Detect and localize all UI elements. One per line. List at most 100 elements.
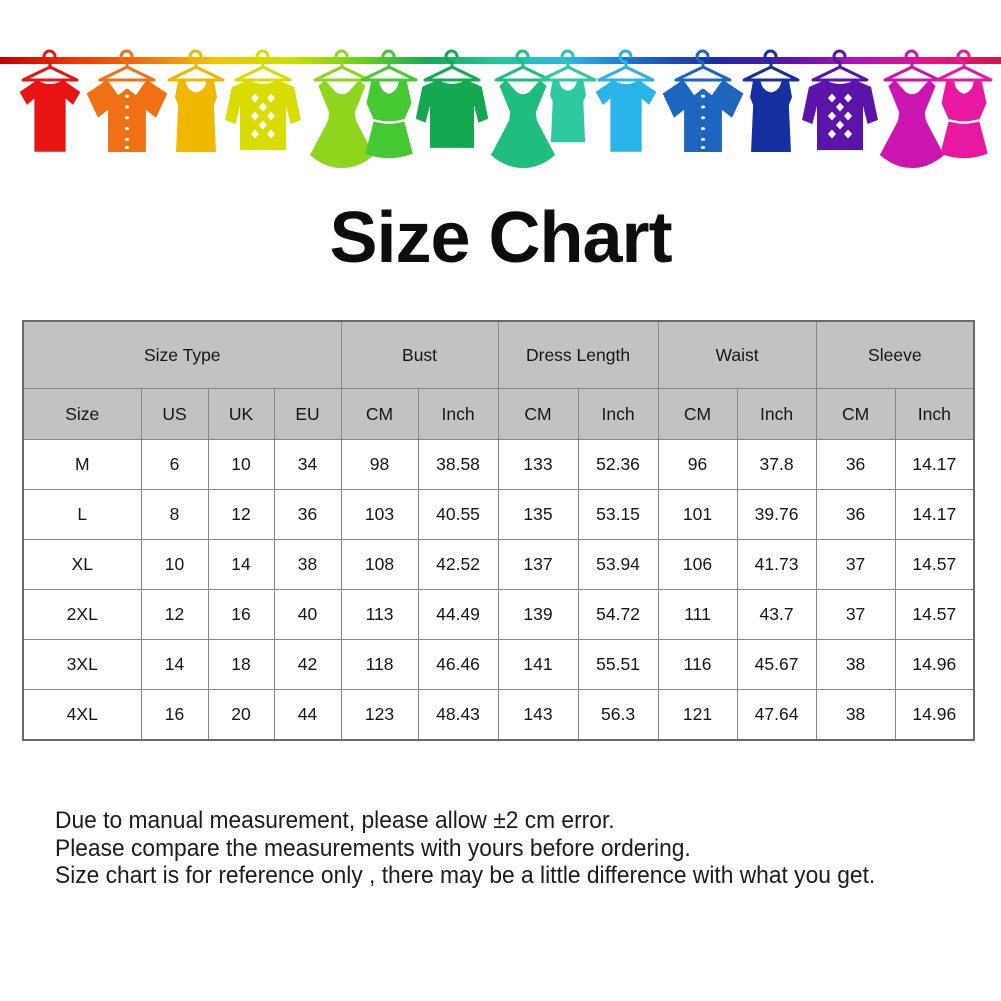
page-title: Size Chart — [329, 198, 672, 278]
table-cell: 4XL — [22, 689, 142, 741]
hanger-icon — [98, 49, 156, 82]
table-cell: 96 — [657, 439, 738, 491]
table-cell: 101 — [657, 489, 738, 541]
table-cell: 14.57 — [894, 589, 975, 641]
table-cell: 43.7 — [736, 589, 817, 641]
table-cell: 103 — [340, 489, 419, 541]
column-header: Inch — [577, 388, 659, 441]
table-cell: 14.17 — [894, 439, 975, 491]
table-cell: 113 — [340, 589, 419, 641]
table-row: XL 10 14 38 108 42.52 137 53.94 106 41.73 37 14.57 — [22, 539, 975, 591]
table-cell: 36 — [273, 489, 342, 541]
column-header: UK — [207, 388, 275, 441]
table-cell: 53.15 — [577, 489, 659, 541]
tank-icon — [742, 49, 800, 152]
tank-icon — [167, 49, 225, 152]
argyle-icon — [225, 49, 301, 150]
shirt-icon — [662, 49, 744, 152]
table-cell: 16 — [207, 589, 275, 641]
shirt-icon — [86, 49, 168, 152]
table-cell: 44.49 — [417, 589, 499, 641]
table-cell: 8 — [140, 489, 209, 541]
column-header: Size — [22, 388, 142, 441]
column-header: EU — [273, 388, 342, 441]
hanger-icon — [21, 49, 79, 82]
tshirt-icon — [19, 49, 81, 152]
table-cell: 44 — [273, 689, 342, 741]
table-cell: 37 — [815, 589, 896, 641]
table-cell: 38 — [815, 639, 896, 691]
table-cell: 34 — [273, 439, 342, 491]
table-cell: 14.57 — [894, 539, 975, 591]
notes: Due to manual measurement, please allow … — [55, 807, 935, 890]
group-header: Size Type — [22, 320, 342, 390]
hanger-icon — [313, 49, 371, 82]
table-cell: 42.52 — [417, 539, 499, 591]
table-cell: 40 — [273, 589, 342, 641]
dress-icon — [490, 49, 556, 169]
table-cell: 118 — [340, 639, 419, 691]
sweater-icon — [415, 49, 489, 148]
group-header: Dress Length — [497, 320, 659, 390]
table-cell: 36 — [815, 439, 896, 491]
table-row: 2XL 12 16 40 113 44.49 139 54.72 111 43.7 37 14.57 — [22, 589, 975, 641]
hanger-icon — [539, 49, 597, 82]
table-cell: 45.67 — [736, 639, 817, 691]
column-header-row: Size US UK EU CM Inch CM Inch CM Inch CM Inch — [22, 388, 975, 441]
tshirt-icon — [595, 49, 657, 152]
table-cell: 10 — [140, 539, 209, 591]
table-cell: 14 — [140, 639, 209, 691]
table-cell: 40.55 — [417, 489, 499, 541]
table-cell: 14.96 — [894, 689, 975, 741]
hanger-icon — [674, 49, 732, 82]
table-cell: 48.43 — [417, 689, 499, 741]
table-cell: 137 — [497, 539, 579, 591]
tankdress-icon — [935, 49, 993, 160]
table-cell: 123 — [340, 689, 419, 741]
table-cell: L — [22, 489, 142, 541]
table-cell: 38 — [815, 689, 896, 741]
table-cell: 38.58 — [417, 439, 499, 491]
dress-icon — [309, 49, 375, 169]
table-cell: 37 — [815, 539, 896, 591]
table-cell: 141 — [497, 639, 579, 691]
table-cell: 12 — [207, 489, 275, 541]
table-cell: 143 — [497, 689, 579, 741]
dress-icon — [879, 49, 945, 169]
table-cell: 135 — [497, 489, 579, 541]
table-cell: 16 — [140, 689, 209, 741]
table-cell: 55.51 — [577, 639, 659, 691]
note-line: Due to manual measurement, please allow … — [55, 807, 615, 835]
table-cell: 139 — [497, 589, 579, 641]
table-cell: 6 — [140, 439, 209, 491]
table-cell: 10 — [207, 439, 275, 491]
note-line: Size chart is for reference only , there… — [55, 862, 876, 890]
hanger-icon — [234, 49, 292, 82]
table-cell: 52.36 — [577, 439, 659, 491]
table-row: M 6 10 34 98 38.58 133 52.36 96 37.8 36 14.17 — [22, 439, 975, 491]
table-cell: 14.96 — [894, 639, 975, 691]
column-header: Inch — [736, 388, 817, 441]
table-cell: 41.73 — [736, 539, 817, 591]
hanger-icon — [883, 49, 941, 82]
table-cell: 38 — [273, 539, 342, 591]
table-cell: 121 — [657, 689, 738, 741]
column-header: CM — [657, 388, 738, 441]
table-cell: M — [22, 439, 142, 491]
table-cell: 3XL — [22, 639, 142, 691]
column-header: CM — [497, 388, 579, 441]
group-header: Sleeve — [815, 320, 975, 390]
hanger-icon — [167, 49, 225, 82]
table-cell: 20 — [207, 689, 275, 741]
hanger-icon — [742, 49, 800, 82]
table-row: 4XL 16 20 44 123 48.43 143 56.3 121 47.64 38 14.96 — [22, 689, 975, 741]
tankdress-icon — [360, 49, 418, 160]
hanging-clothes-banner — [0, 49, 1001, 169]
table-cell: 47.64 — [736, 689, 817, 741]
table-cell: XL — [22, 539, 142, 591]
column-header: Inch — [417, 388, 499, 441]
table-cell: 98 — [340, 439, 419, 491]
size-chart-section: Size Type Bust Dress Length Waist Sleeve Siz… — [22, 320, 1001, 742]
size-chart-table: Size Type Bust Dress Length Waist Sleeve Siz… — [22, 320, 976, 742]
table-cell: 54.72 — [577, 589, 659, 641]
